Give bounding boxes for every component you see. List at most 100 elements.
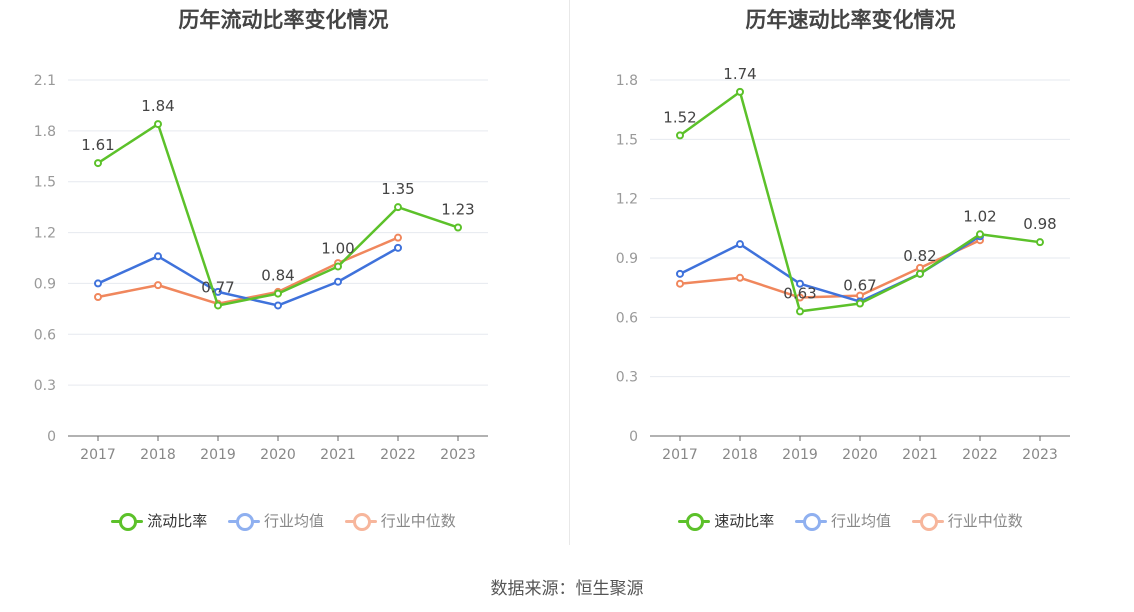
data-label: 0.84 [261,267,294,285]
data-point [394,203,402,212]
x-tick-label: 2022 [962,447,998,463]
x-tick-label: 2020 [260,447,296,463]
y-tick-label: 0.6 [616,310,638,326]
y-tick-label: 0.9 [616,251,638,267]
x-tick-label: 2021 [320,447,356,463]
chart-plot-current-ratio: 0 0.3 0.6 0.9 1.2 1.5 1.8 2.1 2017 2018 2019 2020 20… [34,73,488,463]
chart-plot-quick-ratio: 0 0.3 0.6 0.9 1.2 1.5 1.8 2017 2018 2019 2020 2021 2… [616,65,1070,463]
data-point [394,243,402,252]
legend-label: 行业均值 [830,512,891,530]
chart-title: 历年流动比率变化情况 [178,8,389,32]
panel-divider [569,0,570,545]
data-label: 0.77 [201,278,234,296]
legend: 流动比率 行业均值 行业中位数 [0,510,567,534]
legend-label: 行业中位数 [380,512,456,530]
x-tick-label: 2021 [902,447,938,463]
data-point [676,131,684,140]
legend-marker-icon [111,512,144,531]
y-tick-label: 1.2 [616,192,638,208]
y-tick-label: 0 [629,429,638,445]
data-point [394,233,402,242]
data-point [214,287,222,296]
data-source-note: 数据来源：恒生聚源 [490,579,644,599]
data-point [94,292,102,301]
legend-marker-icon [227,512,260,531]
chart-panel-current-ratio: 历年流动比率变化情况 0 0.3 0.6 0.9 1.2 1.5 1.8 2.1 2017 201… [0,0,567,560]
series-line [679,239,981,299]
legend-marker-icon [344,512,377,531]
data-label: 0.63 [783,284,816,302]
data-point [796,279,804,288]
legend-label: 行业中位数 [947,512,1023,530]
legend-item-industry-average[interactable]: 行业均值 [794,510,891,531]
data-label: 0.98 [1023,215,1056,233]
data-point [736,273,744,282]
y-tick-label: 1.8 [616,73,638,89]
x-tick-label: 2022 [380,447,416,463]
x-tick-label: 2017 [80,447,116,463]
y-tick-label: 0.9 [34,276,56,292]
y-tick-label: 0.3 [616,370,638,386]
legend-label: 流动比率 [147,512,208,530]
data-point [676,279,684,288]
legend-label: 速动比率 [714,512,775,530]
x-tick-label: 2018 [140,447,176,463]
x-tick-label: 2019 [200,447,236,463]
data-label: 1.00 [321,239,354,257]
data-label: 1.23 [441,200,474,218]
data-point [676,269,684,278]
data-label: 1.35 [381,180,414,198]
data-point [94,279,102,288]
data-point [796,307,804,316]
data-point [334,262,342,271]
legend-marker-icon [911,512,944,531]
data-point [154,281,162,290]
data-point [1036,238,1044,247]
data-point [916,269,924,278]
legend-item-industry-median[interactable]: 行业中位数 [911,510,1023,531]
data-label: 1.52 [663,108,696,126]
x-tick-label: 2017 [662,447,698,463]
chart-panel-quick-ratio: 历年速动比率变化情况 0 0.3 0.6 0.9 1.2 1.5 1.8 2017 2018 20… [567,0,1134,560]
chart-title: 历年速动比率变化情况 [745,8,956,32]
legend-item-industry-average[interactable]: 行业均值 [227,510,324,531]
y-tick-label: 1.2 [34,226,56,242]
data-label: 1.84 [141,97,174,115]
x-tick-label: 2019 [782,447,818,463]
data-point [736,87,744,96]
data-point [856,299,864,308]
x-tick-label: 2020 [842,447,878,463]
data-point [154,252,162,261]
y-tick-label: 0 [47,429,56,445]
data-label: 0.67 [843,276,876,294]
data-point [736,240,744,249]
data-point [154,120,162,129]
data-label: 1.61 [81,136,114,154]
y-tick-label: 0.3 [34,378,56,394]
x-tick-label: 2018 [722,447,758,463]
data-label: 1.02 [963,207,996,225]
data-point [274,301,282,310]
legend-item-industry-median[interactable]: 行业中位数 [344,510,456,531]
x-tick-label: 2023 [1022,447,1058,463]
y-tick-label: 1.5 [616,132,638,148]
y-tick-label: 0.6 [34,327,56,343]
data-label: 0.82 [903,247,936,265]
y-tick-label: 1.5 [34,175,56,191]
data-point [274,289,282,298]
y-tick-label: 2.1 [34,73,56,89]
data-label: 1.74 [723,65,756,83]
legend-item-quick-ratio[interactable]: 速动比率 [678,510,774,531]
data-point [94,159,102,168]
legend-label: 行业均值 [263,512,324,530]
x-tick-label: 2023 [440,447,476,463]
data-point [454,223,462,232]
data-point [334,277,342,286]
data-point [976,230,984,239]
legend-marker-icon [678,512,711,531]
y-tick-label: 1.8 [34,124,56,140]
legend: 速动比率 行业均值 行业中位数 [567,510,1134,534]
data-point [214,301,222,310]
legend-marker-icon [794,512,827,531]
legend-item-current-ratio[interactable]: 流动比率 [111,510,207,531]
